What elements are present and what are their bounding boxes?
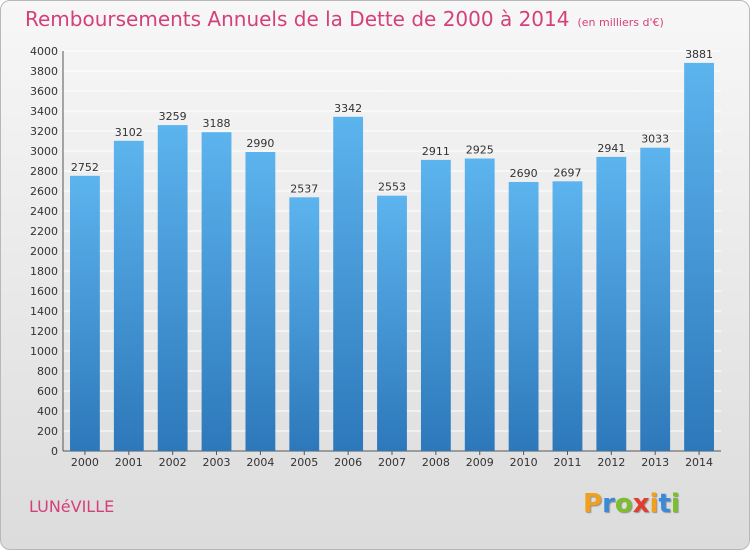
y-tick-label: 400 xyxy=(37,405,58,418)
bar xyxy=(289,197,320,451)
x-tick-label: 2005 xyxy=(290,456,318,469)
data-label: 2990 xyxy=(246,137,274,150)
x-tick-label: 2002 xyxy=(159,456,187,469)
data-label: 2553 xyxy=(378,181,406,194)
bar xyxy=(684,62,714,452)
data-label: 3188 xyxy=(203,117,231,130)
data-label: 3102 xyxy=(115,126,143,139)
x-tick-label: 2014 xyxy=(685,456,713,469)
bar xyxy=(508,182,539,451)
bar xyxy=(420,159,451,451)
x-tick-label: 2009 xyxy=(466,456,494,469)
bar xyxy=(245,152,276,451)
logo-letter: x xyxy=(632,489,650,519)
data-label: 2941 xyxy=(597,142,625,155)
chart-units: (en milliers d'€) xyxy=(577,16,664,29)
y-tick-label: 1200 xyxy=(30,325,58,338)
y-tick-label: 2200 xyxy=(30,225,58,238)
y-tick-label: 3000 xyxy=(30,145,58,158)
bar xyxy=(552,181,583,452)
bar xyxy=(201,132,232,451)
y-tick-label: 2400 xyxy=(30,205,58,218)
data-label: 2911 xyxy=(422,145,450,158)
data-label: 2697 xyxy=(553,166,581,179)
bar xyxy=(377,195,407,451)
y-tick-label: 3600 xyxy=(30,85,58,98)
bar xyxy=(596,156,627,451)
data-labels: 2752 3102 3259 3188 2990 2537 3342 2553 2911 2925… xyxy=(71,48,713,195)
proxiti-logo: Proxiti xyxy=(583,489,680,519)
x-tick-label: 2006 xyxy=(334,456,362,469)
x-tick-label: 2013 xyxy=(641,456,669,469)
bar xyxy=(640,147,671,451)
chart-title: Remboursements Annuels de la Dette de 20… xyxy=(25,7,664,31)
data-label: 2537 xyxy=(290,182,318,195)
y-tick-label: 800 xyxy=(37,365,58,378)
bar xyxy=(464,158,495,451)
x-tick-label: 2001 xyxy=(115,456,143,469)
logo-letter: P xyxy=(583,489,603,519)
bar xyxy=(113,140,144,452)
x-tick-label: 2007 xyxy=(378,456,406,469)
y-tick-label: 1600 xyxy=(30,285,58,298)
data-label: 3033 xyxy=(641,133,669,146)
x-tick-label: 2003 xyxy=(203,456,231,469)
logo-letter: r xyxy=(602,489,615,519)
y-tick-label: 1400 xyxy=(30,305,58,318)
x-tick-label: 2004 xyxy=(246,456,274,469)
y-tick-label: 2600 xyxy=(30,185,58,198)
y-tick-label: 2000 xyxy=(30,245,58,258)
bar xyxy=(157,125,188,451)
bar xyxy=(70,175,100,452)
data-label: 2925 xyxy=(466,144,494,157)
x-tick-label: 2010 xyxy=(510,456,538,469)
y-tick-label: 200 xyxy=(37,425,58,438)
bar xyxy=(333,116,364,452)
city-name: LUNéVILLE xyxy=(29,497,115,516)
x-tick-label: 2012 xyxy=(597,456,625,469)
data-label: 3259 xyxy=(159,110,187,123)
x-tick-label: 2011 xyxy=(553,456,581,469)
y-tick-label: 3200 xyxy=(30,125,58,138)
x-tick-label: 2000 xyxy=(71,456,99,469)
x-tick-labels: 2000 2001 2002 2003 2004 2005 2006 2007 2008 2009… xyxy=(71,456,713,469)
chart-title-text: Remboursements Annuels de la Dette de 20… xyxy=(25,7,570,31)
bars xyxy=(70,62,714,452)
data-label: 2690 xyxy=(510,167,538,180)
logo-letter: i xyxy=(649,489,659,519)
x-tick-label: 2008 xyxy=(422,456,450,469)
y-tick-label: 1000 xyxy=(30,345,58,358)
y-tick-label: 3400 xyxy=(30,105,58,118)
logo-letter: o xyxy=(614,489,633,519)
y-tick-label: 600 xyxy=(37,385,58,398)
y-tick-label: 1800 xyxy=(30,265,58,278)
y-tick-label: 4000 xyxy=(30,45,58,58)
logo-letter: t xyxy=(658,489,671,519)
data-label: 3342 xyxy=(334,102,362,115)
y-tick-label: 0 xyxy=(51,445,58,458)
data-label: 2752 xyxy=(71,161,99,174)
y-tick-labels: 0 200 400 600 800 1000 1200 1400 1600 1800 2000 220… xyxy=(30,45,58,458)
y-tick-label: 2800 xyxy=(30,165,58,178)
y-tick-label: 3800 xyxy=(30,65,58,78)
logo-letter: i xyxy=(670,489,680,519)
data-label: 3881 xyxy=(685,48,713,61)
